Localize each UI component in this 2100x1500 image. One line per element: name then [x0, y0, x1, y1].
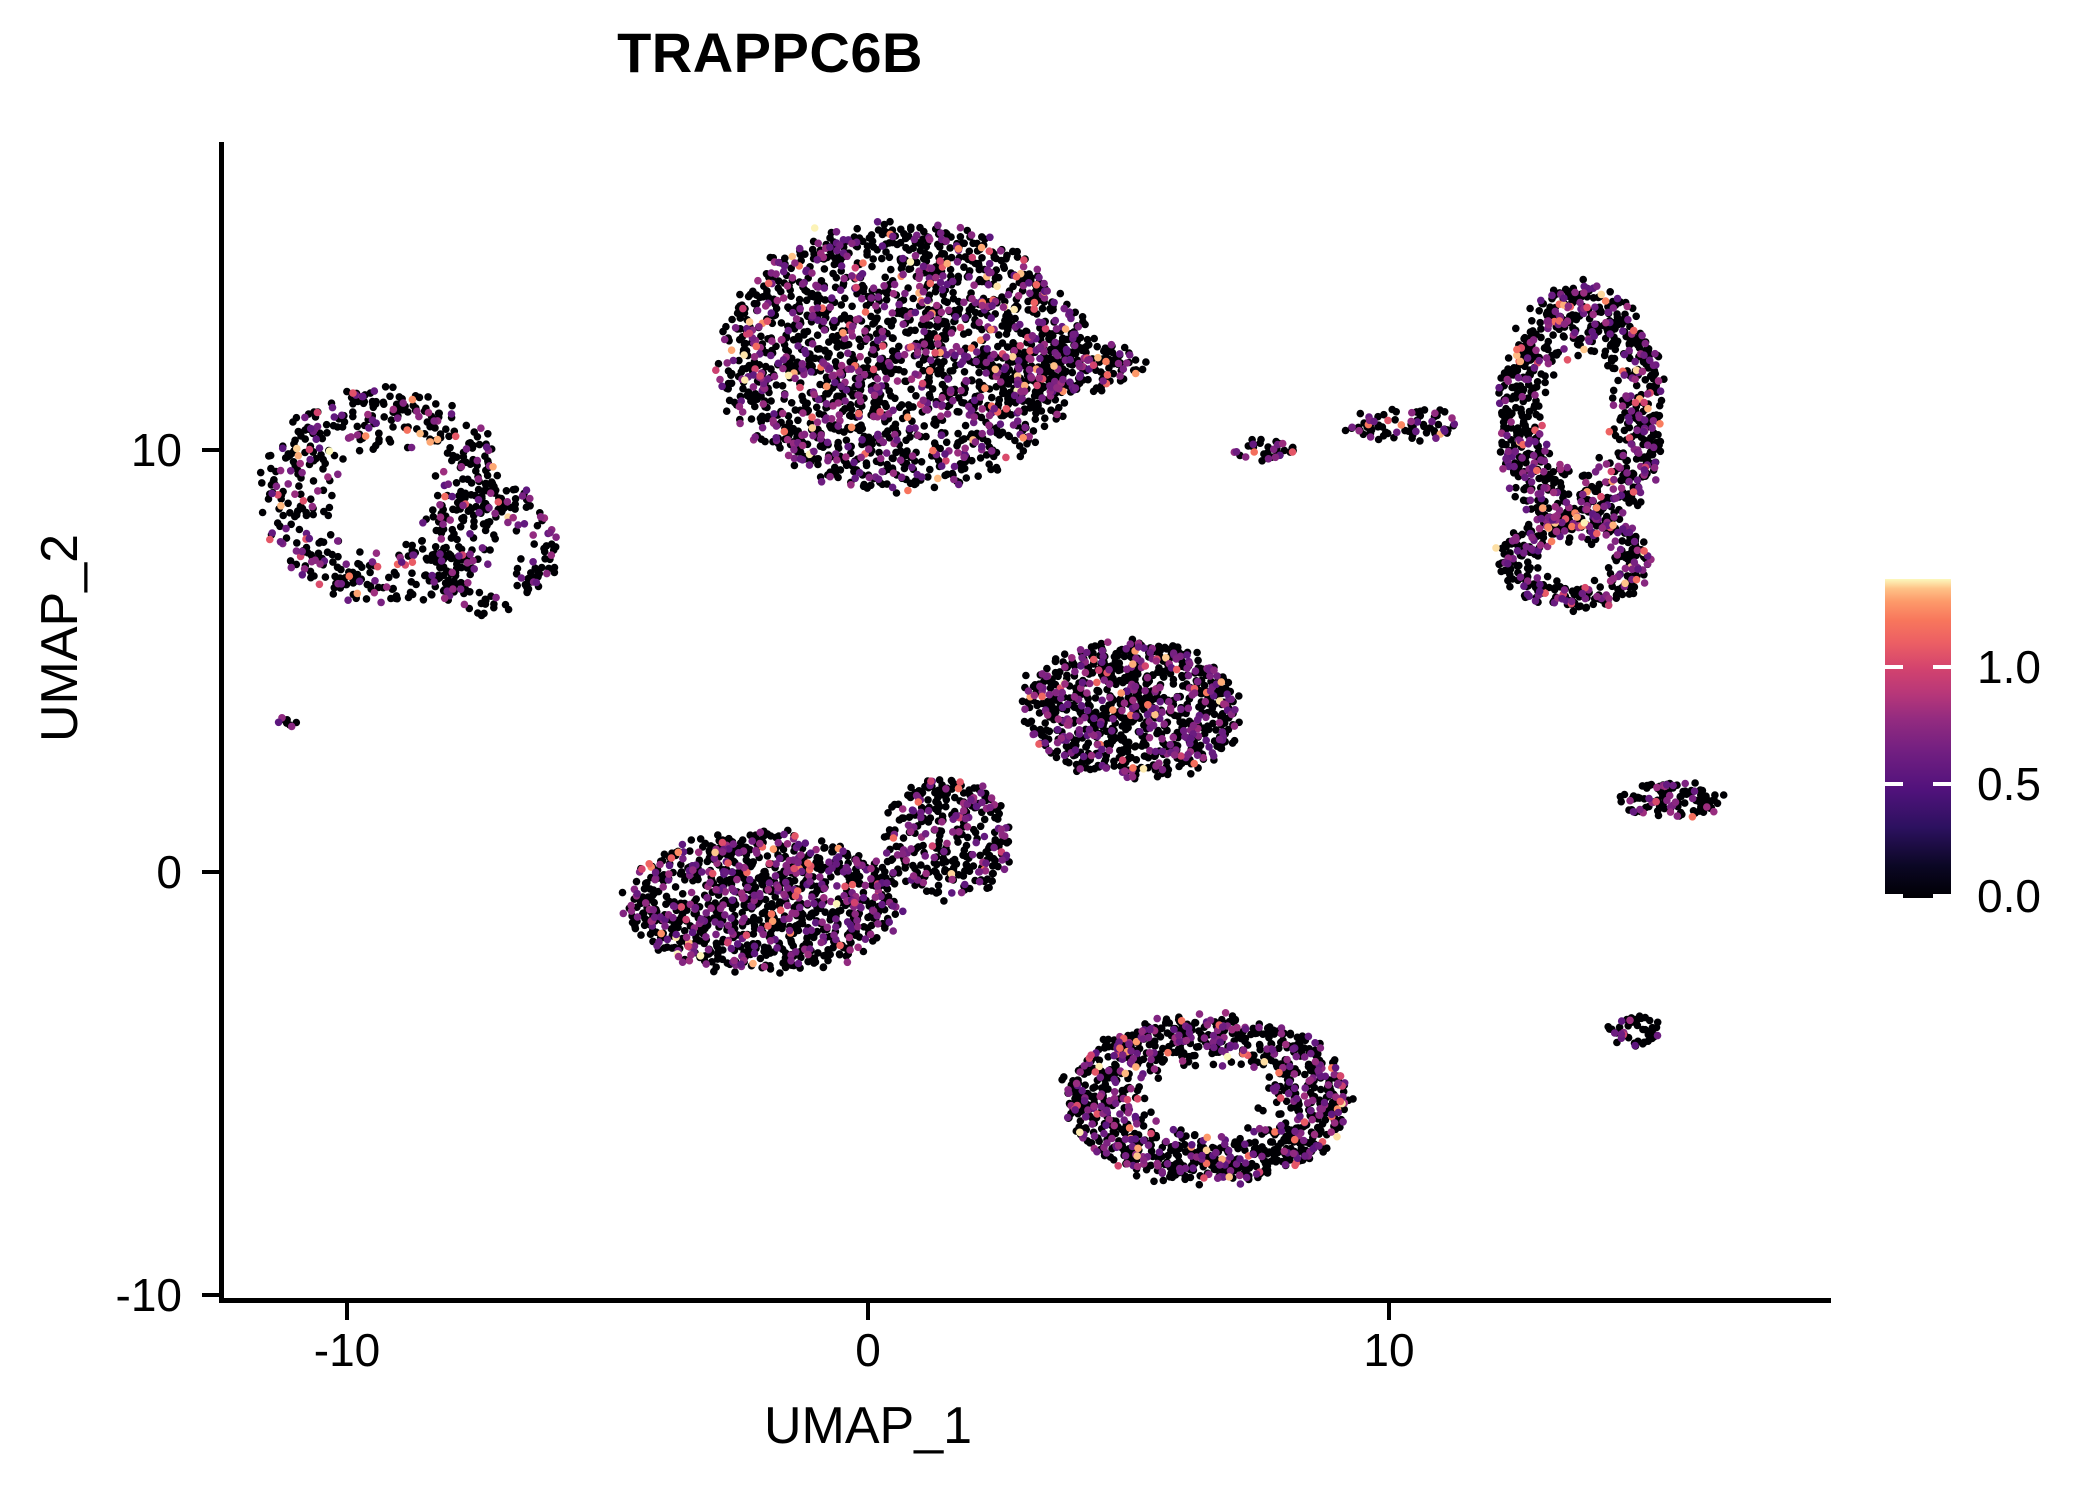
colorbar-tick-1 [1885, 665, 1951, 669]
x-axis-title: UMAP_1 [763, 1397, 973, 1455]
y-tick-mark-0 [202, 870, 219, 874]
x-axis-line [219, 1298, 1831, 1303]
x-tick-mark-10 [1387, 1303, 1391, 1320]
colorbar-gradient [1885, 579, 1951, 898]
y-tick-mark-10 [202, 448, 219, 452]
scatter-plot-panel[interactable] [222, 142, 1830, 1300]
colorbar-label-0: 0.0 [1977, 870, 2041, 922]
x-tick-mark-0 [866, 1303, 870, 1320]
y-tick-label-neg10: -10 [115, 1269, 182, 1321]
y-tick-label-10: 10 [130, 424, 182, 476]
colorbar-label-05: 0.5 [1977, 758, 2041, 810]
scatter-points-layer[interactable] [222, 142, 1830, 1300]
x-tick-mark-neg10 [345, 1303, 349, 1320]
x-tick-label-neg10: -10 [313, 1324, 381, 1376]
page-title: TRAPPC6B [617, 21, 923, 84]
colorbar-tick-05 [1885, 782, 1951, 786]
x-tick-label-10: 10 [1363, 1324, 1415, 1376]
colorbar-label-1: 1.0 [1977, 641, 2041, 693]
y-axis-line [219, 142, 224, 1303]
x-tick-label-0: 0 [855, 1324, 881, 1376]
y-tick-mark-neg10 [202, 1293, 219, 1297]
y-tick-label-0: 0 [156, 846, 182, 898]
y-axis-title: UMAP_2 [31, 533, 89, 743]
colorbar-tick-0 [1885, 894, 1951, 898]
